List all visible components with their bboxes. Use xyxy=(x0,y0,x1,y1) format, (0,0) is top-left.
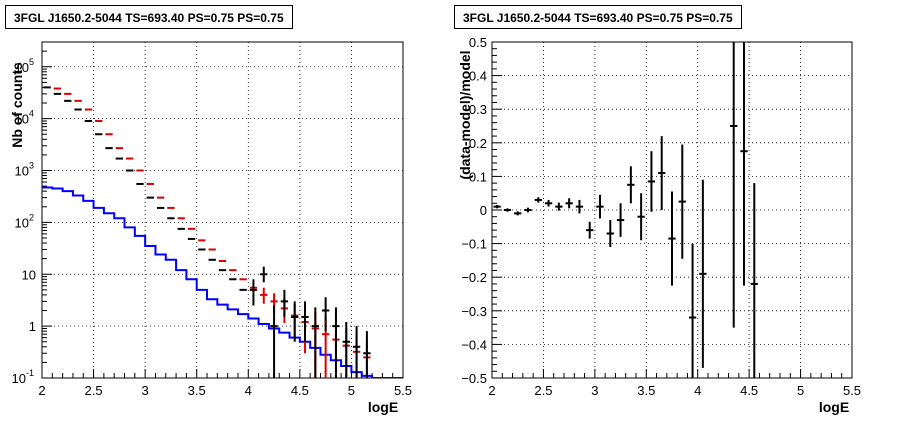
right-plot-title: 3FGL J1650.2-5044 TS=693.40 PS=0.75 PS=0… xyxy=(454,5,742,29)
left-x-tick-label: 5.5 xyxy=(394,383,412,398)
right-y-tick-label: 0.2 xyxy=(469,136,487,151)
right-x-axis-label: logE xyxy=(819,399,849,415)
left-x-tick-label: 4 xyxy=(245,383,252,398)
left-y-tick-label: 103 xyxy=(15,161,34,179)
left-y-tick-label: 104 xyxy=(15,109,34,127)
left-x-tick-label: 3 xyxy=(142,383,149,398)
left-x-tick-label: 5 xyxy=(348,383,355,398)
right-plot-area xyxy=(493,42,758,378)
right-y-tick-label: −0.3 xyxy=(461,304,487,319)
left-x-tick-label: 2.5 xyxy=(85,383,103,398)
left-x-tick-label: 3.5 xyxy=(188,383,206,398)
right-y-tick-label: 0.5 xyxy=(469,35,487,50)
left-y-tick-label: 1 xyxy=(29,319,36,334)
right-x-tick-label: 4 xyxy=(694,383,701,398)
right-y-tick-label: −0.2 xyxy=(461,270,487,285)
left-y-tick-label: 102 xyxy=(15,212,34,230)
right-x-tick-label: 2.5 xyxy=(534,383,552,398)
left-y-axis-label: Nb of counts xyxy=(9,62,25,148)
right-x-tick-label: 3.5 xyxy=(637,383,655,398)
model-step-line xyxy=(42,186,403,378)
left-y-tick-label: 105 xyxy=(15,57,34,75)
right-y-tick-label: 0.1 xyxy=(469,169,487,184)
right-y-axis-label: (data-model)/model xyxy=(457,50,473,179)
right-y-tick-label: 0 xyxy=(480,203,487,218)
right-x-tick-label: 4.5 xyxy=(740,383,758,398)
right-y-tick-label: −0.4 xyxy=(461,337,487,352)
right-y-tick-label: −0.1 xyxy=(461,237,487,252)
left-x-tick-label: 4.5 xyxy=(291,383,309,398)
right-y-tick-label: 0.3 xyxy=(469,102,487,117)
left-plot-frame xyxy=(41,41,404,379)
left-plot-title: 3FGL J1650.2-5044 TS=693.40 PS=0.75 PS=0… xyxy=(5,5,293,29)
left-y-tick-label: 10 xyxy=(22,267,36,282)
left-x-axis-label: logE xyxy=(368,399,398,415)
right-x-tick-label: 3 xyxy=(591,383,598,398)
right-x-tick-label: 2 xyxy=(488,383,495,398)
left-x-tick-label: 2 xyxy=(38,383,45,398)
right-x-tick-label: 5.5 xyxy=(843,383,861,398)
left-plot-area xyxy=(42,86,403,378)
left-y-tick-label: 10-1 xyxy=(12,368,34,386)
right-y-tick-label: −0.5 xyxy=(461,371,487,386)
right-y-tick-label: 0.4 xyxy=(469,69,487,84)
right-x-tick-label: 5 xyxy=(797,383,804,398)
